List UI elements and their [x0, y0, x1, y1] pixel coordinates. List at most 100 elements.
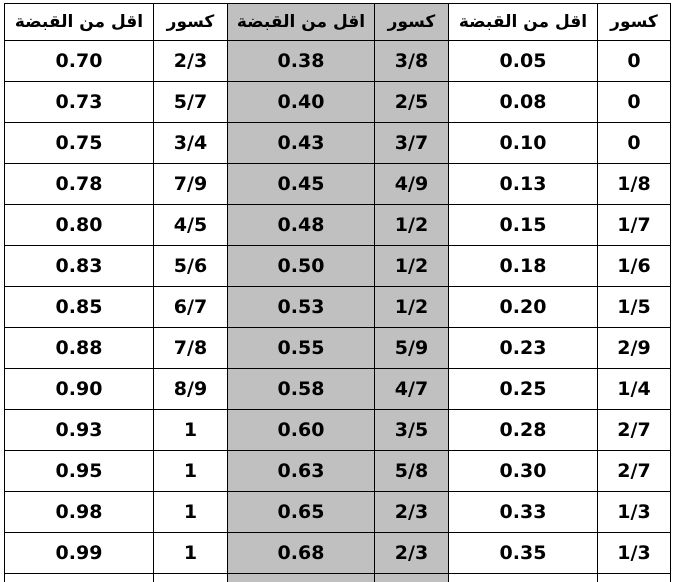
fraction-cell-3[interactable]: 1: [154, 533, 228, 574]
fraction-cell-3[interactable]: 1: [154, 410, 228, 451]
decimal-cell-3[interactable]: 0.85: [5, 287, 154, 328]
header-decimal-1[interactable]: اقل من القبضة: [449, 4, 598, 41]
fraction-cell-1[interactable]: 0: [598, 123, 671, 164]
fraction-cell-1[interactable]: 1/4: [598, 369, 671, 410]
decimal-cell-2[interactable]: 0.48: [228, 205, 375, 246]
fraction-cell-2[interactable]: 1/2: [375, 287, 449, 328]
decimal-cell-3[interactable]: 0.80: [5, 205, 154, 246]
decimal-cell-1[interactable]: 0.08: [449, 82, 598, 123]
decimal-cell-3[interactable]: 0.88: [5, 328, 154, 369]
decimal-cell-3[interactable]: 0.70: [5, 41, 154, 82]
fraction-cell-3[interactable]: 7/8: [154, 328, 228, 369]
fraction-cell-1[interactable]: 1/7: [598, 205, 671, 246]
fraction-cell-2[interactable]: 2/3: [375, 533, 449, 574]
empty-cell[interactable]: [154, 574, 228, 582]
fraction-cell-3[interactable]: 1: [154, 492, 228, 533]
fraction-cell-2[interactable]: 2/5: [375, 82, 449, 123]
decimal-cell-3[interactable]: 0.95: [5, 451, 154, 492]
decimal-cell-3[interactable]: 0.99: [5, 533, 154, 574]
fraction-cell-2[interactable]: 1/2: [375, 246, 449, 287]
decimal-cell-1[interactable]: 0.15: [449, 205, 598, 246]
fraction-cell-1[interactable]: 2/7: [598, 410, 671, 451]
fraction-cell-2[interactable]: 2/3: [375, 492, 449, 533]
fraction-cell-3[interactable]: 4/5: [154, 205, 228, 246]
decimal-cell-1[interactable]: 0.20: [449, 287, 598, 328]
fraction-cell-3[interactable]: 6/7: [154, 287, 228, 328]
header-fraction-3[interactable]: كسور: [154, 4, 228, 41]
fraction-cell-1[interactable]: 0: [598, 82, 671, 123]
decimal-cell-3[interactable]: 0.83: [5, 246, 154, 287]
fraction-cell-3[interactable]: 2/3: [154, 41, 228, 82]
fraction-cell-3[interactable]: 3/4: [154, 123, 228, 164]
decimal-cell-1[interactable]: 0.28: [449, 410, 598, 451]
empty-cell[interactable]: [375, 574, 449, 582]
decimal-cell-1[interactable]: 0.13: [449, 164, 598, 205]
fraction-cell-3[interactable]: 7/9: [154, 164, 228, 205]
partial-row: [5, 574, 671, 582]
decimal-cell-2[interactable]: 0.38: [228, 41, 375, 82]
decimal-cell-2[interactable]: 0.68: [228, 533, 375, 574]
fraction-cell-3[interactable]: 5/7: [154, 82, 228, 123]
decimal-cell-2[interactable]: 0.60: [228, 410, 375, 451]
empty-cell[interactable]: [228, 574, 375, 582]
decimal-cell-3[interactable]: 0.73: [5, 82, 154, 123]
decimal-cell-3[interactable]: 0.93: [5, 410, 154, 451]
decimal-cell-3[interactable]: 0.98: [5, 492, 154, 533]
fraction-cell-2[interactable]: 5/9: [375, 328, 449, 369]
decimal-cell-2[interactable]: 0.43: [228, 123, 375, 164]
fraction-cell-2[interactable]: 3/7: [375, 123, 449, 164]
decimal-cell-2[interactable]: 0.55: [228, 328, 375, 369]
fraction-cell-1[interactable]: 1/6: [598, 246, 671, 287]
header-fraction-1[interactable]: كسور: [598, 4, 671, 41]
fraction-cell-1[interactable]: 1/5: [598, 287, 671, 328]
decimal-cell-1[interactable]: 0.23: [449, 328, 598, 369]
fraction-cell-3[interactable]: 5/6: [154, 246, 228, 287]
decimal-cell-1[interactable]: 0.18: [449, 246, 598, 287]
fraction-cell-1[interactable]: 2/7: [598, 451, 671, 492]
decimal-cell-3[interactable]: 0.90: [5, 369, 154, 410]
spreadsheet-region: كسور اقل من القبضة كسور اقل من القبضة كس…: [5, 3, 671, 582]
decimal-cell-2[interactable]: 0.40: [228, 82, 375, 123]
decimal-cell-1[interactable]: 0.10: [449, 123, 598, 164]
fraction-cell-2[interactable]: 3/8: [375, 41, 449, 82]
decimal-cell-1[interactable]: 0.35: [449, 533, 598, 574]
fraction-cell-2[interactable]: 1/2: [375, 205, 449, 246]
decimal-cell-1[interactable]: 0.25: [449, 369, 598, 410]
decimal-cell-3[interactable]: 0.75: [5, 123, 154, 164]
fraction-cell-1[interactable]: 1/3: [598, 533, 671, 574]
decimal-cell-1[interactable]: 0.30: [449, 451, 598, 492]
fraction-cell-2[interactable]: 4/9: [375, 164, 449, 205]
decimal-cell-2[interactable]: 0.58: [228, 369, 375, 410]
decimal-cell-2[interactable]: 0.53: [228, 287, 375, 328]
fraction-cell-3[interactable]: 8/9: [154, 369, 228, 410]
decimal-cell-2[interactable]: 0.45: [228, 164, 375, 205]
fraction-cell-1[interactable]: 1/8: [598, 164, 671, 205]
empty-cell[interactable]: [598, 574, 671, 582]
decimal-cell-1[interactable]: 0.05: [449, 41, 598, 82]
decimal-cell-3[interactable]: 0.78: [5, 164, 154, 205]
decimal-cell-2[interactable]: 0.63: [228, 451, 375, 492]
decimal-cell-2[interactable]: 0.50: [228, 246, 375, 287]
header-decimal-2[interactable]: اقل من القبضة: [228, 4, 375, 41]
header-fraction-2[interactable]: كسور: [375, 4, 449, 41]
empty-cell[interactable]: [449, 574, 598, 582]
fraction-cell-1[interactable]: 0: [598, 41, 671, 82]
header-row: كسور اقل من القبضة كسور اقل من القبضة كس…: [5, 4, 671, 41]
decimal-cell-2[interactable]: 0.65: [228, 492, 375, 533]
empty-cell[interactable]: [5, 574, 154, 582]
decimal-cell-1[interactable]: 0.33: [449, 492, 598, 533]
fraction-cell-2[interactable]: 5/8: [375, 451, 449, 492]
header-decimal-3[interactable]: اقل من القبضة: [5, 4, 154, 41]
fraction-cell-3[interactable]: 1: [154, 451, 228, 492]
fraction-cell-2[interactable]: 3/5: [375, 410, 449, 451]
fraction-cell-2[interactable]: 4/7: [375, 369, 449, 410]
fraction-cell-1[interactable]: 1/3: [598, 492, 671, 533]
fraction-cell-1[interactable]: 2/9: [598, 328, 671, 369]
